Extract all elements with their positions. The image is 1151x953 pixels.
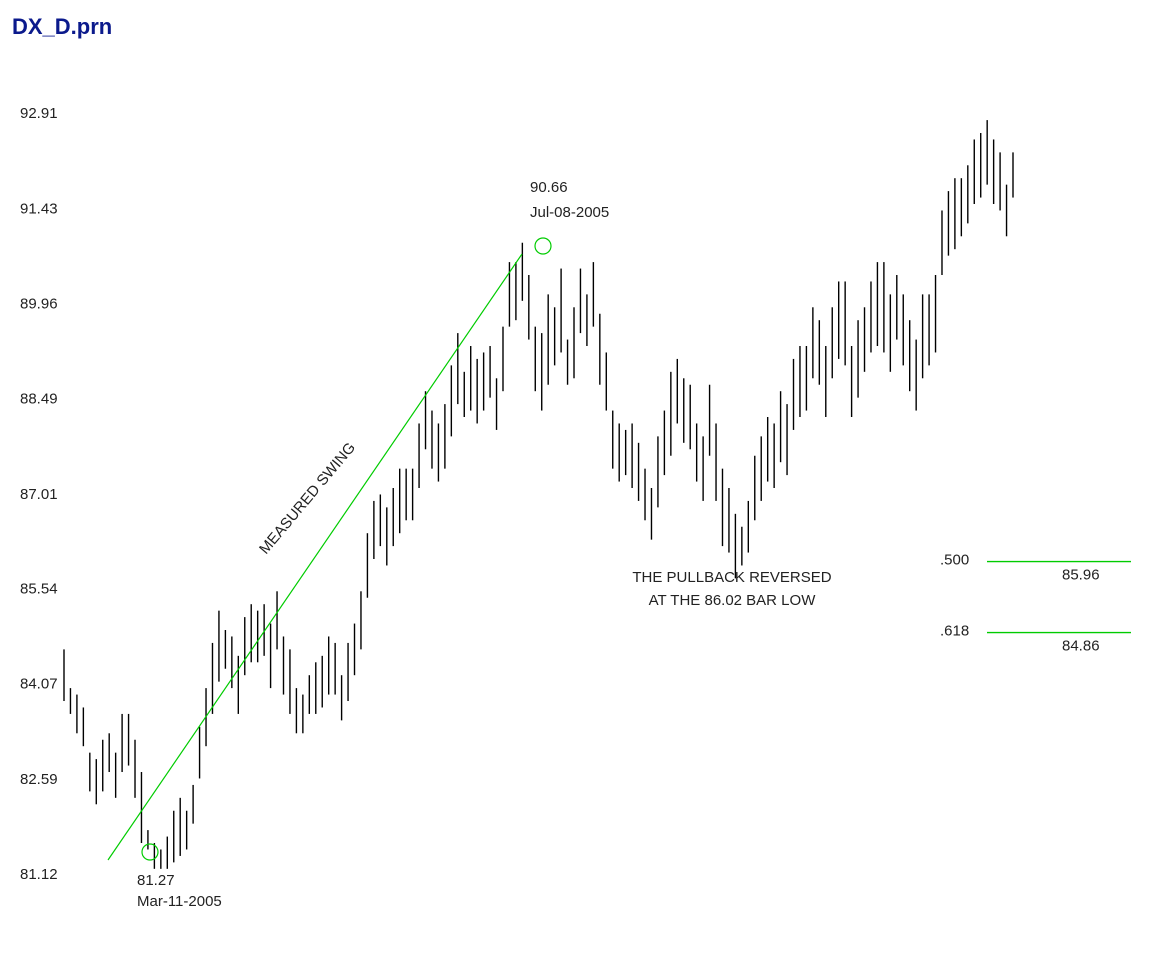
swing-low-date: Mar-11-2005 (137, 893, 222, 910)
y-tick-label: 85.54 (20, 581, 58, 598)
fib-ratio-label: .500 (940, 552, 969, 569)
pullback-note-line2: AT THE 86.02 BAR LOW (649, 592, 817, 609)
fib-levels: .500 85.96 .618 84.86 (940, 552, 1131, 655)
measured-swing-line (107, 253, 523, 861)
swing-high-price: 90.66 (530, 179, 568, 196)
y-tick-label: 84.07 (20, 676, 58, 693)
y-tick-label: 81.12 (20, 866, 58, 883)
y-tick-label: 92.91 (20, 105, 58, 122)
fib-ratio-label: .618 (940, 623, 969, 640)
pullback-note-line1: THE PULLBACK REVERSED (632, 569, 831, 586)
swing-high-date: Jul-08-2005 (530, 204, 609, 221)
swing-low-marker (141, 843, 159, 861)
chart-title: DX_D.prn (12, 14, 113, 39)
annotations: MEASURED SWING 81.27 Mar-11-2005 90.66 J… (107, 179, 832, 910)
swing-low-price: 81.27 (137, 872, 175, 889)
y-tick-label: 89.96 (20, 295, 58, 312)
y-tick-label: 88.49 (20, 390, 58, 407)
y-tick-label: 87.01 (20, 486, 58, 503)
swing-high-marker (534, 237, 552, 255)
price-bars (63, 120, 1014, 869)
measured-swing-label: MEASURED SWING (256, 439, 359, 557)
y-axis: 92.91 91.43 89.96 88.49 87.01 85.54 84.07 82.59… (20, 105, 58, 883)
fib-price-label: 85.96 (1062, 567, 1100, 584)
fib-price-label: 84.86 (1062, 638, 1100, 655)
y-tick-label: 91.43 (20, 201, 58, 218)
y-tick-label: 82.59 (20, 771, 58, 788)
